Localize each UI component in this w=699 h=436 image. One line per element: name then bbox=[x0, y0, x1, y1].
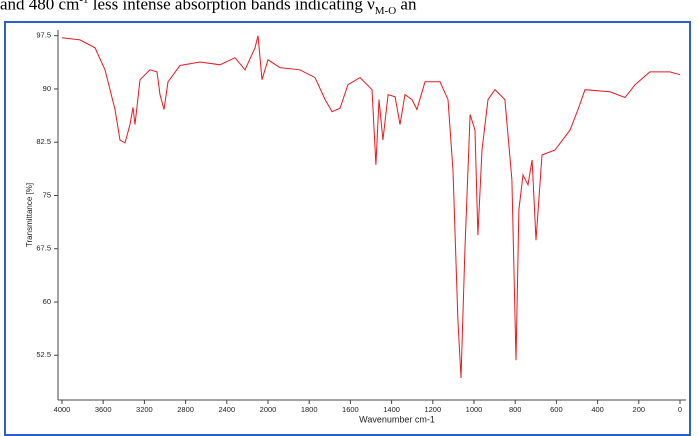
caption: and 480 cm-1 less intense absorption ban… bbox=[0, 0, 416, 17]
spectrum-line bbox=[61, 35, 681, 379]
y-tick-label: 67.5 bbox=[36, 244, 51, 253]
x-tick-label: 1600 bbox=[342, 405, 359, 414]
caption-text: less intense absorption bands indicating bbox=[88, 0, 368, 14]
caption-text: and 480 cm bbox=[0, 0, 80, 14]
y-tick-label: 82.5 bbox=[36, 137, 51, 146]
x-axis-label: Wavenumber cm-1 bbox=[359, 414, 435, 424]
x-tick-label: 1400 bbox=[383, 405, 400, 414]
y-tick-label: 75 bbox=[43, 190, 51, 199]
x-tick-label: 1000 bbox=[466, 405, 483, 414]
y-tick-label: 97.5 bbox=[36, 31, 51, 40]
x-tick-label: 3600 bbox=[95, 405, 112, 414]
caption-text: an bbox=[396, 0, 417, 14]
x-tick-label: 1200 bbox=[424, 405, 441, 414]
y-tick-label: 90 bbox=[43, 84, 51, 93]
x-tick-label: 1800 bbox=[301, 405, 318, 414]
x-tick-label: 0 bbox=[678, 405, 682, 414]
x-tick-label: 4000 bbox=[54, 405, 71, 414]
x-tick-label: 2000 bbox=[260, 405, 277, 414]
x-tick-label: 2400 bbox=[218, 405, 235, 414]
x-tick-label: 800 bbox=[509, 405, 522, 414]
x-tick-label: 200 bbox=[633, 405, 646, 414]
x-tick-label: 600 bbox=[550, 405, 563, 414]
y-axis-label: Transmittance [%] bbox=[25, 183, 34, 247]
y-tick-label: 52.5 bbox=[36, 350, 51, 359]
caption-superscript: -1 bbox=[79, 0, 89, 6]
x-tick-label: 2800 bbox=[177, 405, 194, 414]
y-tick-label: 60 bbox=[43, 297, 51, 306]
caption-subscript: M-O bbox=[374, 5, 397, 18]
x-tick-label: 3200 bbox=[136, 405, 153, 414]
x-tick-label: 400 bbox=[591, 405, 604, 414]
caption-symbol: ν bbox=[367, 0, 375, 14]
